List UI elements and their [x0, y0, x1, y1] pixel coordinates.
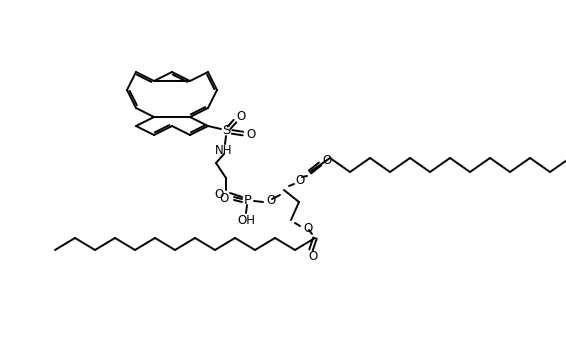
- Text: O: O: [267, 194, 276, 206]
- Text: O: O: [308, 251, 318, 264]
- Text: OH: OH: [237, 215, 255, 228]
- Text: O: O: [246, 127, 256, 140]
- Text: NH: NH: [215, 144, 233, 156]
- Text: O: O: [303, 222, 312, 235]
- Text: O: O: [237, 111, 246, 124]
- Text: P: P: [244, 194, 252, 206]
- Text: O: O: [323, 154, 332, 167]
- Text: S: S: [222, 125, 230, 138]
- Text: O: O: [215, 188, 224, 201]
- Text: O: O: [295, 174, 305, 187]
- Text: O: O: [220, 191, 229, 204]
